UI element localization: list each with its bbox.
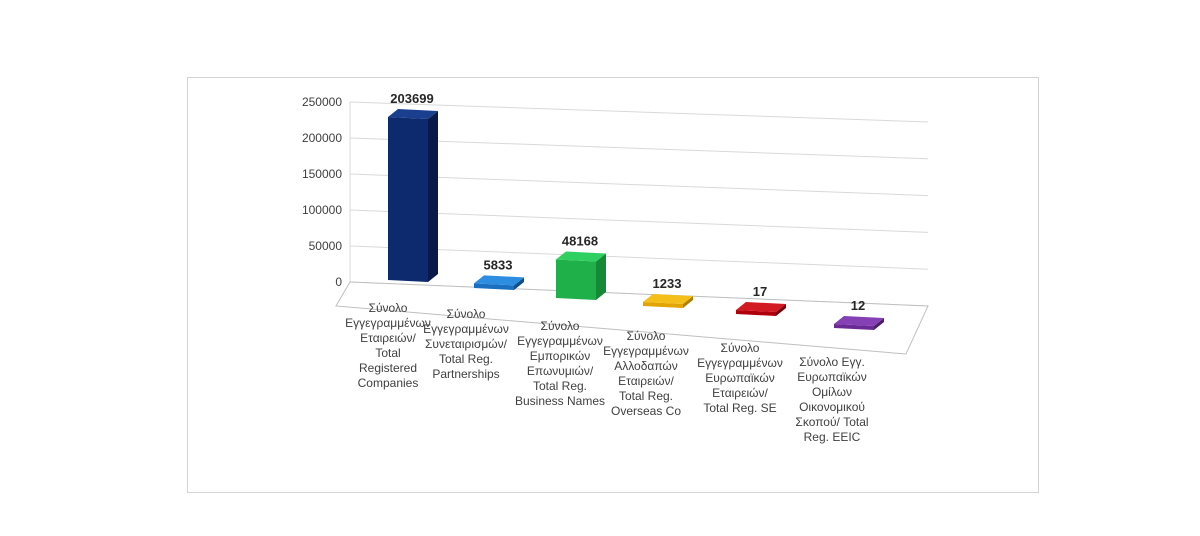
category-label-line: Επωνυμιών/ bbox=[527, 364, 594, 378]
bar-top bbox=[388, 109, 438, 120]
gridline bbox=[349, 209, 929, 233]
data-label: 12 bbox=[851, 298, 865, 313]
bar-front bbox=[388, 117, 428, 282]
bar-top bbox=[736, 302, 786, 312]
category-label-line: Εταιρειών/ bbox=[618, 374, 674, 388]
gridline bbox=[349, 245, 929, 270]
category-label-line: Total Reg. bbox=[533, 379, 587, 393]
bar-side bbox=[683, 296, 693, 308]
category-label-line: Εγγεγραμμένων bbox=[603, 344, 689, 358]
category-label: Σύνολο Εγγεγραμμένων Εταιρειών/Total Regist… bbox=[345, 301, 431, 390]
category-label-line: Companies bbox=[358, 376, 419, 390]
bar-chart: 0 50000 100000 150000 200000 250000 203699 583… bbox=[302, 91, 929, 444]
category-label-line: Σκοπού/ Total bbox=[795, 415, 868, 429]
gridline bbox=[349, 101, 929, 123]
category-label-line: Overseas Co bbox=[611, 404, 681, 418]
category-label-line: Εγγεγραμμένων bbox=[517, 334, 603, 348]
category-label-line: Σύνολο Εγγ. bbox=[799, 355, 865, 369]
bar bbox=[556, 251, 606, 300]
y-tick-label: 200000 bbox=[302, 131, 342, 145]
floor-plane bbox=[335, 281, 929, 355]
category-label-line: Reg. EEIC bbox=[804, 430, 861, 444]
category-label: Σύνολο Εγγεγραμμένων Εμπορικών Επωνυμιών/To… bbox=[515, 319, 605, 408]
bar-top bbox=[474, 275, 524, 286]
category-label: Σύνολο Εγγεγραμμένων Συνεταιρισμών/Total R… bbox=[423, 307, 509, 381]
category-label: Σύνολο Εγγ. Ευρωπαϊκών Ομίλων Οικονομικού Σκ… bbox=[795, 355, 868, 444]
bar-top bbox=[834, 316, 884, 326]
category-label-line: Business Names bbox=[515, 394, 605, 408]
data-label: 1233 bbox=[653, 276, 682, 291]
y-tick-label: 0 bbox=[335, 275, 342, 289]
chart-frame: 0 50000 100000 150000 200000 250000 203699 583… bbox=[187, 77, 1039, 493]
data-label: 203699 bbox=[390, 91, 433, 106]
bar-side bbox=[428, 111, 438, 282]
bar bbox=[474, 275, 524, 290]
gridline bbox=[349, 173, 929, 197]
category-label-line: Οικονομικού bbox=[799, 400, 865, 414]
bar-front bbox=[474, 283, 514, 290]
bar bbox=[736, 302, 786, 316]
category-label-line: Total Reg. bbox=[439, 352, 493, 366]
category-label-line: Εγγεγραμμένων bbox=[423, 322, 509, 336]
category-label-line: Εγγεγραμμένων bbox=[697, 356, 783, 370]
category-label-line: Σύνολο bbox=[721, 341, 760, 355]
bar-side bbox=[776, 304, 786, 316]
data-label: 17 bbox=[753, 284, 767, 299]
bars bbox=[388, 109, 884, 330]
category-label-line: Total bbox=[375, 346, 400, 360]
category-label-line: Εταιρειών/ bbox=[712, 386, 768, 400]
category-label-line: Ευρωπαϊκών bbox=[797, 370, 867, 384]
category-label-line: Partnerships bbox=[432, 367, 499, 381]
bar-side bbox=[874, 318, 884, 330]
category-label-line: Αλλοδαπών bbox=[614, 359, 678, 373]
bar-side bbox=[514, 277, 524, 290]
data-labels: 203699 5833 48168 1233 17 12 bbox=[390, 91, 865, 313]
bar-top bbox=[556, 251, 606, 262]
bar-front bbox=[556, 259, 596, 300]
category-label-line: Σύνολο bbox=[369, 301, 408, 315]
data-label: 48168 bbox=[562, 233, 598, 248]
category-label: Σύνολο Εγγεγραμμένων Ευρωπαϊκών Εταιρειών/T… bbox=[697, 341, 783, 415]
category-label-line: Registered bbox=[359, 361, 417, 375]
y-tick-label: 100000 bbox=[302, 203, 342, 217]
y-tick-label: 150000 bbox=[302, 167, 342, 181]
category-label-line: Ομίλων bbox=[812, 385, 852, 399]
chart-floor bbox=[335, 281, 929, 355]
category-label-line: Σύνολο bbox=[541, 319, 580, 333]
y-tick-label: 50000 bbox=[309, 239, 343, 253]
category-label-line: Σύνολο bbox=[627, 329, 666, 343]
bar-side bbox=[596, 253, 606, 300]
bar bbox=[834, 316, 884, 330]
y-tick-label: 250000 bbox=[302, 95, 342, 109]
bar-top bbox=[643, 294, 693, 304]
category-labels: Σύνολο Εγγεγραμμένων Εταιρειών/Total Regist… bbox=[345, 301, 868, 444]
category-label-line: Εγγεγραμμένων bbox=[345, 316, 431, 330]
gridline bbox=[349, 137, 929, 160]
bar bbox=[643, 294, 693, 308]
category-label-line: Εμπορικών bbox=[530, 349, 590, 363]
data-label: 5833 bbox=[484, 257, 513, 272]
category-label-line: Συνεταιρισμών/ bbox=[425, 337, 508, 351]
category-label-line: Σύνολο bbox=[447, 307, 486, 321]
category-label: Σύνολο Εγγεγραμμένων Αλλοδαπών Εταιρειών/To… bbox=[603, 329, 689, 418]
bar bbox=[388, 109, 438, 282]
category-label-line: Εταιρειών/ bbox=[360, 331, 416, 345]
category-label-line: Total Reg. SE bbox=[703, 401, 776, 415]
category-label-line: Total Reg. bbox=[619, 389, 673, 403]
y-axis-tick-labels: 0 50000 100000 150000 200000 250000 bbox=[302, 95, 342, 289]
category-label-line: Ευρωπαϊκών bbox=[705, 371, 775, 385]
